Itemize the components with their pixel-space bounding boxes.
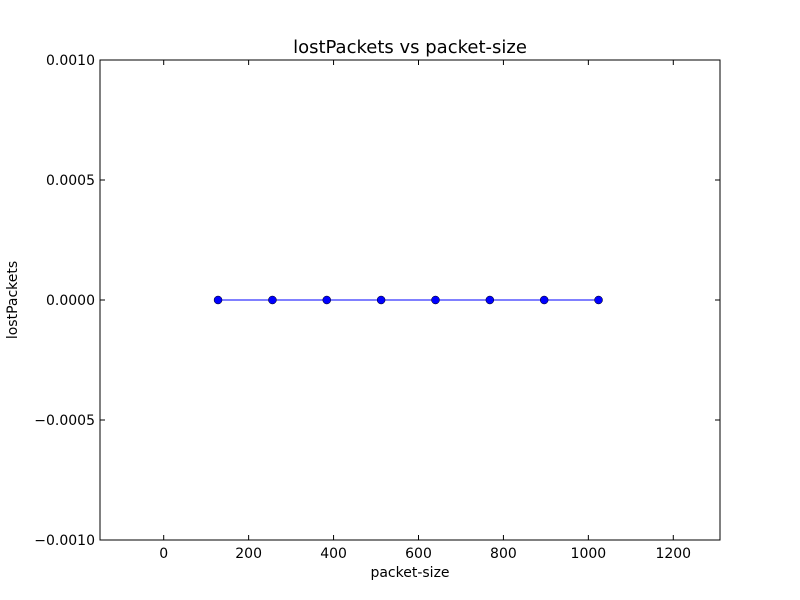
y-axis: 0.0010 0.0005 0.0000 −0.0005 −0.0010 xyxy=(34,53,720,549)
x-tick-label: 600 xyxy=(405,546,432,562)
x-axis: 0 200 400 600 800 1000 1200 xyxy=(159,60,691,562)
x-tick-label: 1000 xyxy=(571,546,607,562)
y-tick-label: 0.0000 xyxy=(46,293,95,309)
y-tick-label: 0.0005 xyxy=(46,173,95,189)
x-tick-label: 0 xyxy=(159,546,168,562)
plot-area xyxy=(213,295,603,305)
data-point xyxy=(268,295,277,305)
x-axis-label: packet-size xyxy=(370,565,449,581)
x-tick-label: 800 xyxy=(490,546,517,562)
data-point xyxy=(431,295,440,305)
x-tick-label: 1200 xyxy=(655,546,691,562)
x-tick-label: 200 xyxy=(235,546,262,562)
data-point xyxy=(485,295,495,305)
data-point xyxy=(376,295,386,305)
data-point xyxy=(322,295,332,305)
data-point xyxy=(594,295,603,305)
y-axis-label: lostPackets xyxy=(5,261,21,339)
y-tick-label: −0.0005 xyxy=(34,413,95,429)
y-tick-label: 0.0010 xyxy=(46,53,95,69)
y-tick-label: −0.0010 xyxy=(34,533,95,549)
data-point xyxy=(539,295,549,305)
x-tick-label: 400 xyxy=(320,546,347,562)
chart-title: lostPackets vs packet-size xyxy=(293,37,527,58)
data-point xyxy=(213,295,223,305)
